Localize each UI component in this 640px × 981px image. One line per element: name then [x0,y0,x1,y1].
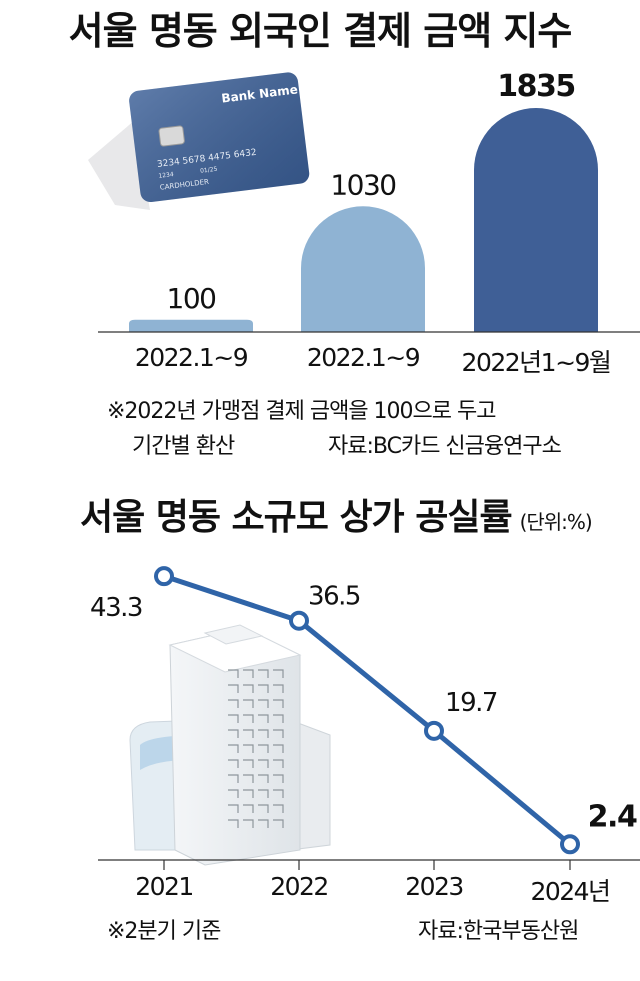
window [273,744,284,753]
window [273,729,284,738]
window [258,804,269,813]
window [228,789,239,798]
line-value-label: 2.4 [588,799,637,834]
building-roof-box [203,624,264,645]
window [258,744,269,753]
window [273,699,284,708]
window [243,699,254,708]
x-tick-label: 2022 [270,872,329,901]
line-point [289,610,309,631]
window [243,819,254,828]
chart2-source: 자료:한국부동산원 [418,919,579,944]
window [243,669,254,678]
window [243,714,254,723]
window [228,684,239,693]
window [243,789,254,798]
line-value-label: 19.7 [445,688,497,718]
line-points [154,566,580,855]
bar-value-label: 1835 [497,69,575,104]
line-value-label: 43.3 [90,593,142,623]
window [228,804,239,813]
window [273,759,284,768]
chart2-unit: (단위:%) [519,510,593,534]
building-illustration [129,624,331,866]
building-windows [228,669,284,828]
card-shine [129,72,310,203]
window [243,804,254,813]
window [273,804,284,813]
x-tick-label: 2021 [135,872,194,901]
window [228,744,239,753]
line-series [163,573,572,847]
chart1-note-1: ※2022년 가맹점 결제 금액을 100으로 두고 [107,399,496,424]
window [258,684,269,693]
bar-data-labels: 100 1030 1835 [167,69,577,315]
window [228,819,239,828]
chart2-ticks [163,860,571,870]
window [258,759,269,768]
bar [474,108,598,332]
x-tick-label: 2024년 [530,877,611,906]
window [258,714,269,723]
card-expiry: 01/25 [200,166,218,175]
line-point [154,566,174,587]
bar [301,206,425,332]
x-tick-label: 2022년1~9월 [461,348,612,377]
window [258,729,269,738]
window [273,819,284,828]
window [228,759,239,768]
window [258,669,269,678]
line-data-labels: 43.3 36.5 19.7 2.4 [90,582,638,835]
window [228,774,239,783]
x-tick-label: 2022.1~9 [306,343,421,372]
bar-value-label: 100 [167,282,216,315]
window [228,669,239,678]
chart2-note: ※2분기 기준 [107,919,221,944]
window [243,759,254,768]
chart1-title: 서울 명동 외국인 결제 금액 지수 [68,9,573,53]
window [258,789,269,798]
card-chip-icon [158,125,185,147]
window [243,774,254,783]
line-value-label: 36.5 [308,582,360,612]
window [258,774,269,783]
window [258,819,269,828]
bar-value-label: 1030 [330,168,395,201]
bar [129,319,253,332]
card-small-number: 1234 [158,171,174,180]
chart1-source: 자료:BC카드 신금융연구소 [328,434,562,459]
chart2-title-text: 서울 명동 소규모 상가 공실률 [80,497,513,538]
window [258,699,269,708]
bar-series [129,108,598,332]
credit-card-illustration: Bank Name 3234 5678 4475 6432 1234 01/25… [88,72,310,210]
window [273,774,284,783]
window [228,729,239,738]
window [228,714,239,723]
chart2-title: 서울 명동 소규모 상가 공실률 (단위:%) [80,488,640,540]
window [273,714,284,723]
chart1-note-2: 기간별 환산 [132,434,235,459]
window [243,684,254,693]
window [273,669,284,678]
window [243,744,254,753]
window [243,729,254,738]
x-tick-label: 2022.1~9 [134,343,249,372]
line-point [560,834,580,855]
x-tick-label: 2023 [405,872,464,901]
window [273,684,284,693]
window [273,789,284,798]
window [228,699,239,708]
line-point [424,720,444,741]
